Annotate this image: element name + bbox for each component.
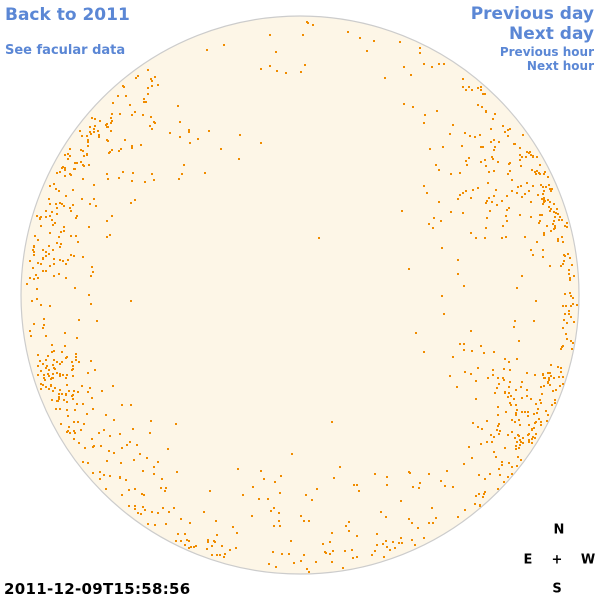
compass-west-label: W xyxy=(580,552,596,568)
next-day-link[interactable]: Next day xyxy=(509,24,594,44)
compass-north-label: N xyxy=(553,522,565,538)
back-to-year-link[interactable]: Back to 2011 xyxy=(5,5,130,25)
facular-data-link[interactable]: See facular data xyxy=(5,43,126,58)
day-navigation: Previous day Next day xyxy=(471,4,594,44)
observation-timestamp: 2011-12-09T15:58:56 xyxy=(4,580,191,598)
compass-east-label: E xyxy=(523,552,533,568)
solar-disk xyxy=(20,15,580,575)
previous-day-link[interactable]: Previous day xyxy=(470,4,594,24)
compass-center-cross: + xyxy=(551,552,563,568)
previous-hour-link[interactable]: Previous hour xyxy=(499,45,594,59)
faculae-speckles xyxy=(26,21,578,573)
hour-navigation: Previous hour Next hour xyxy=(500,45,594,73)
next-hour-link[interactable]: Next hour xyxy=(526,59,594,73)
compass-south-label: S xyxy=(552,581,562,597)
